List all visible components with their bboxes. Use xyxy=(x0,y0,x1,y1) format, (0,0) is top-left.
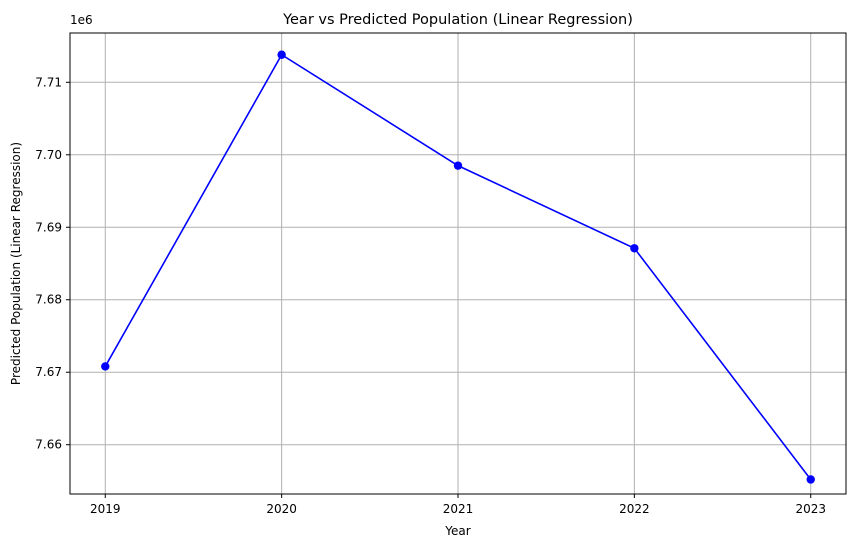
data-point xyxy=(277,50,286,59)
x-tick-label: 2023 xyxy=(795,502,826,516)
data-point xyxy=(630,244,639,253)
x-tick-label: 2019 xyxy=(90,502,121,516)
x-tick-label: 2022 xyxy=(619,502,650,516)
series-layer xyxy=(101,50,815,484)
x-tick-label: 2021 xyxy=(443,502,474,516)
data-point xyxy=(453,161,463,170)
x-tick-label: 2020 xyxy=(266,502,297,516)
chart-title: Year vs Predicted Population (Linear Reg… xyxy=(282,12,633,28)
y-tick-label: 7.68 xyxy=(35,293,62,307)
axis-ticks: 2019 2020 2021 2022 2023 7.66 7.67 7.68 7.69 7.70… xyxy=(35,75,826,516)
y-tick-label: 7.67 xyxy=(35,365,62,379)
data-point xyxy=(101,362,110,371)
y-axis-offset-label: 1e6 xyxy=(70,13,93,27)
y-tick-label: 7.66 xyxy=(35,438,62,452)
y-tick-label: 7.71 xyxy=(35,75,62,89)
y-tick-label: 7.70 xyxy=(35,148,62,162)
y-axis-label: Predicted Population (Linear Regression) xyxy=(9,142,23,385)
grid-lines xyxy=(70,33,846,494)
y-tick-label: 7.69 xyxy=(35,220,62,234)
data-point xyxy=(806,475,815,484)
x-axis-label: Year xyxy=(444,524,470,538)
